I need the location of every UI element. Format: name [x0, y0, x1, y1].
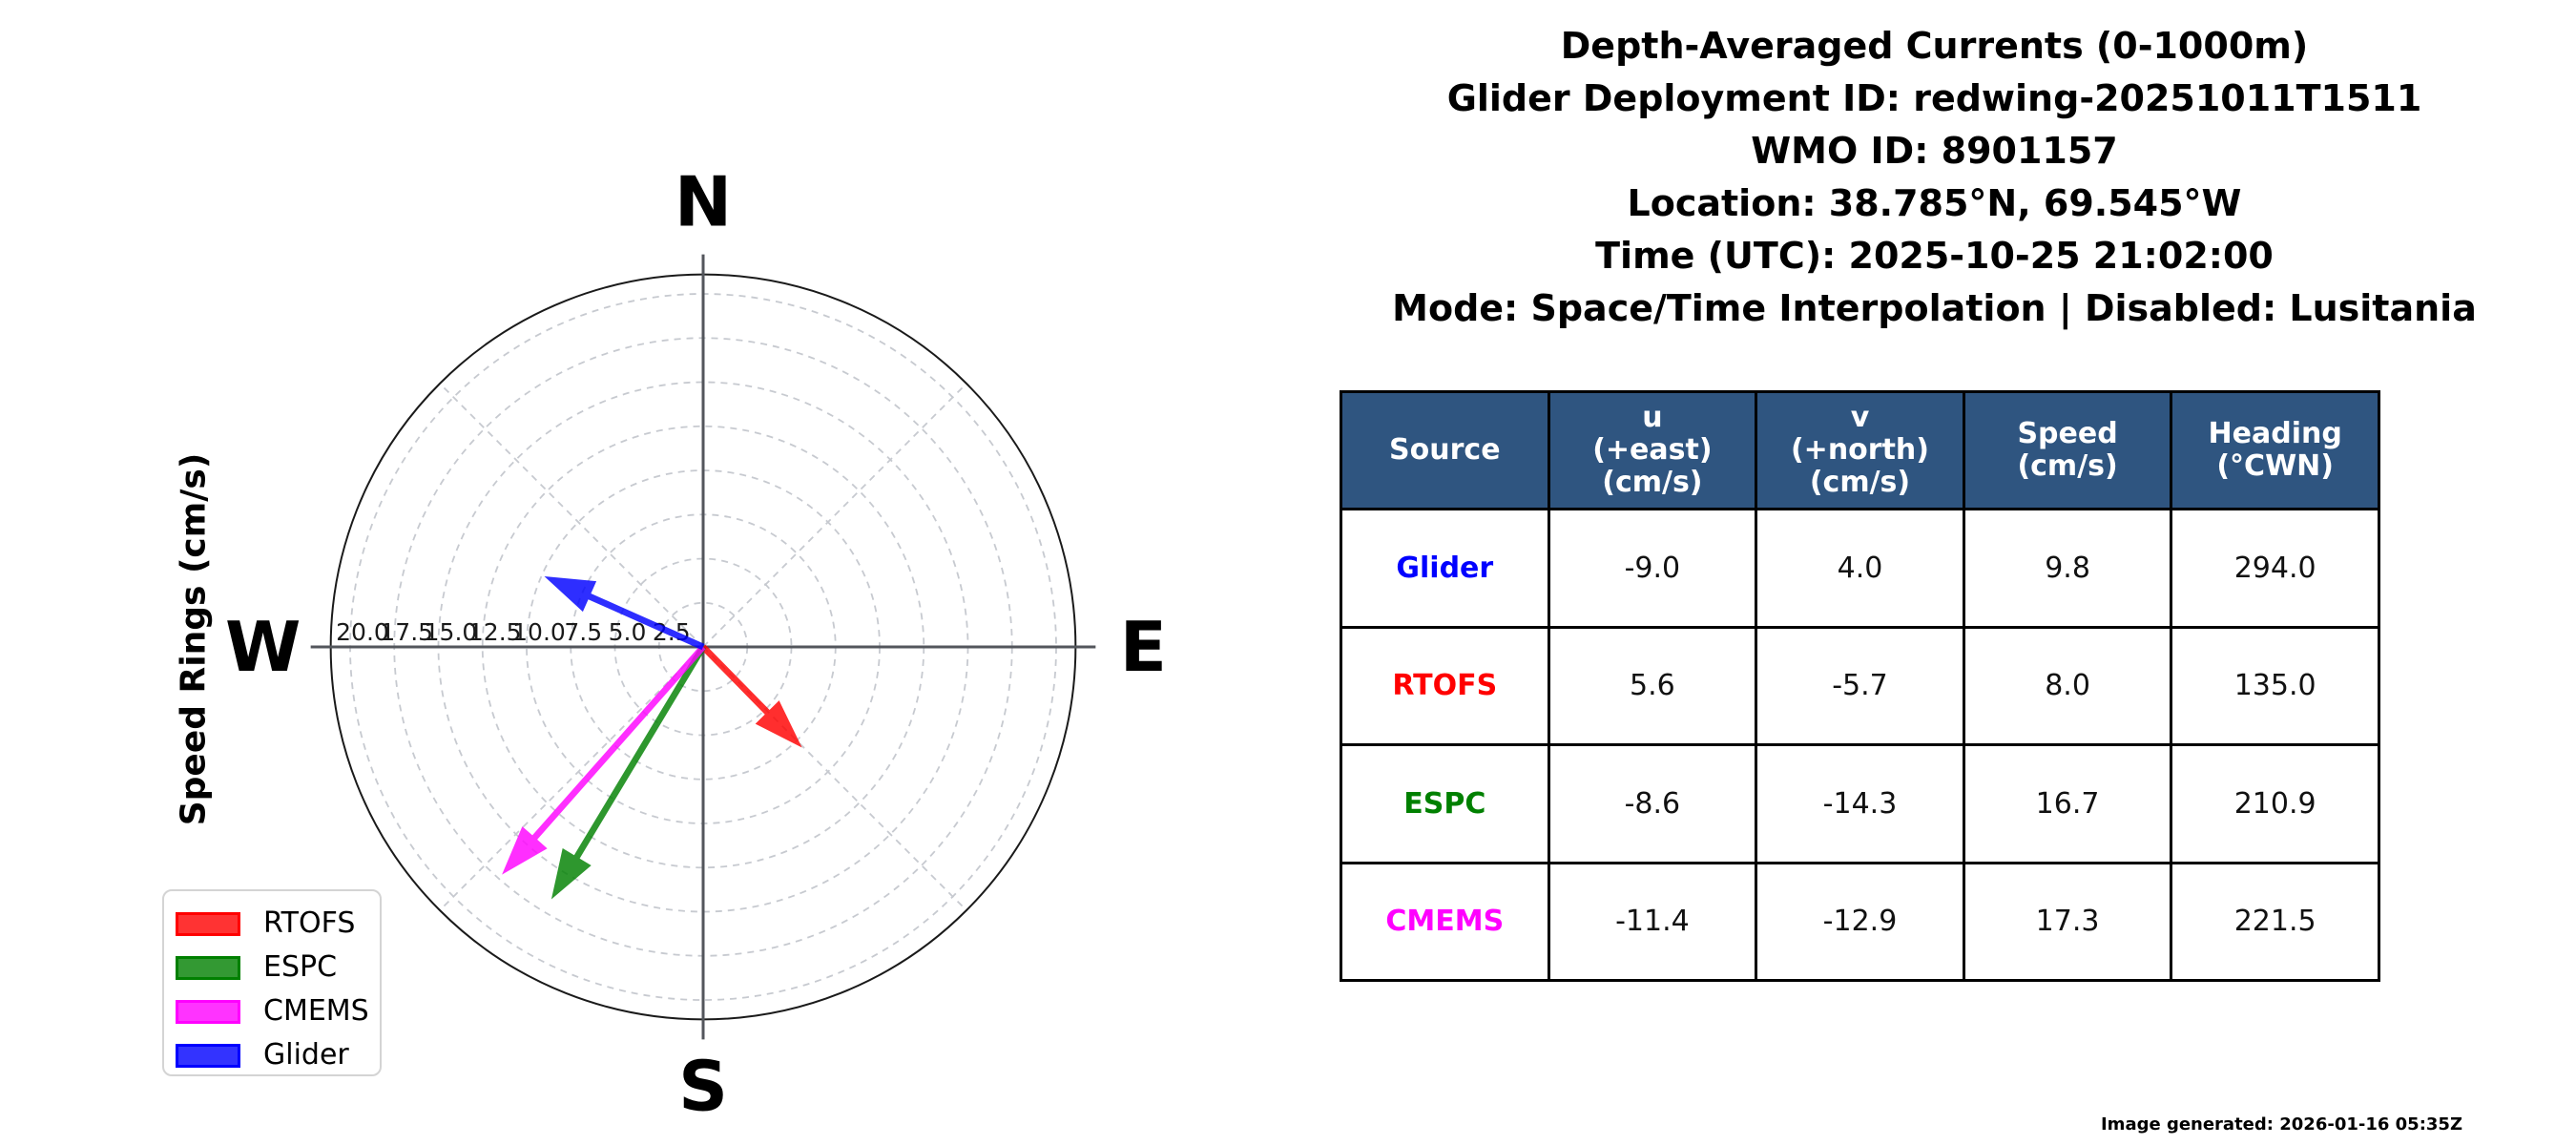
speed-value: 17.3	[1962, 864, 2171, 979]
chart-legend: RTOFS ESPC CMEMS Glider	[162, 889, 382, 1076]
angle-spoke	[439, 646, 704, 911]
compass-south-label: S	[678, 1046, 728, 1126]
ring-tick-label: 12.5	[468, 618, 522, 646]
image-generated-timestamp: Image generated: 2026-01-16 05:35Z	[2100, 1114, 2462, 1135]
u-value: -8.6	[1547, 746, 1755, 862]
cmems-current-arrow	[502, 644, 706, 875]
angle-spoke	[702, 383, 967, 648]
glider-current-arrow	[544, 576, 705, 651]
legend-label: RTOFS	[263, 906, 356, 940]
source-label: Glider	[1396, 551, 1494, 585]
heading-value: 294.0	[2170, 510, 2378, 626]
ring-tick-label: 10.0	[512, 618, 566, 646]
table-header-row: Source u (+east) (cm/s) v (+north) (cm/s…	[1342, 393, 2378, 508]
rtofs-current-arrow	[700, 644, 802, 748]
col-header-v: v (+north) (cm/s)	[1755, 393, 1963, 508]
speed-rings-axis-label: Speed Rings (cm/s)	[175, 453, 214, 826]
glider-swatch	[176, 1043, 240, 1068]
espc-current-arrow	[551, 645, 706, 900]
legend-label: Glider	[263, 1038, 349, 1072]
table-row: ESPC -8.6 -14.3 16.7 210.9	[1342, 743, 2378, 862]
col-header-source: Source	[1342, 393, 1548, 508]
ring-tick-label: 7.5	[564, 618, 602, 646]
source-label: ESPC	[1403, 786, 1486, 821]
cmems-swatch	[176, 999, 240, 1024]
compass-north-label: N	[675, 162, 732, 242]
source-label: RTOFS	[1392, 669, 1498, 703]
v-value: -12.9	[1755, 864, 1963, 979]
angle-spoke	[439, 383, 704, 648]
figure-header: Depth-Averaged Currents (0-1000m) Glider…	[1293, 20, 2576, 335]
u-value: 5.6	[1547, 628, 1755, 743]
table-row: CMEMS -11.4 -12.9 17.3 221.5	[1342, 861, 2378, 979]
rtofs-swatch	[176, 911, 240, 936]
compass-east-label: E	[1120, 607, 1167, 687]
table-row: Glider -9.0 4.0 9.8 294.0	[1342, 508, 2378, 626]
figure-title: Depth-Averaged Currents (0-1000m)	[1560, 25, 2309, 67]
wmo-id-line: WMO ID: 8901157	[1751, 130, 2118, 172]
time-line: Time (UTC): 2025-10-25 21:02:00	[1595, 235, 2274, 277]
location-line: Location: 38.785°N, 69.545°W	[1627, 182, 2242, 224]
legend-item-rtofs: RTOFS	[176, 902, 370, 946]
v-value: -14.3	[1755, 746, 1963, 862]
u-value: -11.4	[1547, 864, 1755, 979]
heading-value: 221.5	[2170, 864, 2378, 979]
legend-item-cmems: CMEMS	[176, 989, 370, 1033]
speed-value: 8.0	[1962, 628, 2171, 743]
ring-tick-label: 15.0	[425, 618, 478, 646]
espc-swatch	[176, 955, 240, 980]
heading-value: 210.9	[2170, 746, 2378, 862]
col-header-speed: Speed (cm/s)	[1962, 393, 2171, 508]
speed-value: 9.8	[1962, 510, 2171, 626]
legend-label: ESPC	[263, 950, 338, 984]
legend-item-espc: ESPC	[176, 946, 370, 989]
ring-tick-label: 20.0	[336, 618, 389, 646]
source-label: CMEMS	[1385, 905, 1505, 939]
deployment-id-line: Glider Deployment ID: redwing-20251011T1…	[1446, 77, 2422, 119]
legend-item-glider: Glider	[176, 1033, 370, 1077]
heading-value: 135.0	[2170, 628, 2378, 743]
col-header-u: u (+east) (cm/s)	[1547, 393, 1755, 508]
ring-tick-label: 17.5	[380, 618, 433, 646]
legend-label: CMEMS	[263, 994, 369, 1028]
ring-tick-label: 5.0	[609, 618, 647, 646]
u-value: -9.0	[1547, 510, 1755, 626]
speed-value: 16.7	[1962, 746, 2171, 862]
col-header-heading: Heading (°CWN)	[2170, 393, 2378, 508]
currents-table: Source u (+east) (cm/s) v (+north) (cm/s…	[1340, 390, 2380, 982]
compass-west-label: W	[225, 607, 301, 687]
v-value: -5.7	[1755, 628, 1963, 743]
table-row: RTOFS 5.6 -5.7 8.0 135.0	[1342, 625, 2378, 743]
mode-line: Mode: Space/Time Interpolation | Disable…	[1392, 287, 2477, 329]
v-value: 4.0	[1755, 510, 1963, 626]
